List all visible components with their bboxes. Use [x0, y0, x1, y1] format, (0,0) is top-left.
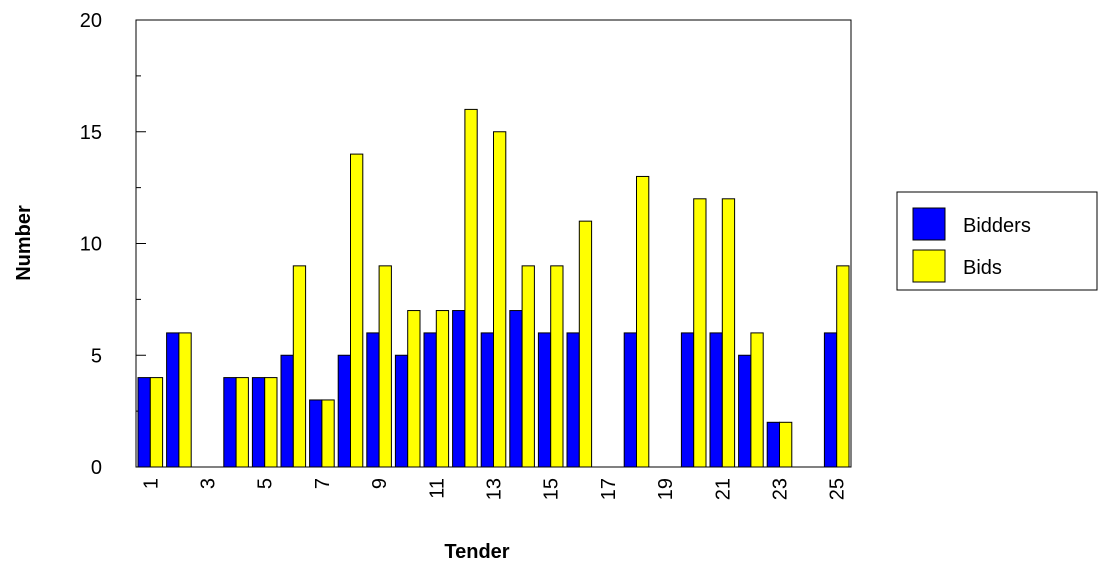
x-tick-label: 19 — [655, 478, 677, 500]
bar — [464, 108, 478, 468]
bar — [693, 198, 707, 468]
x-tick-label: 17 — [598, 478, 620, 500]
x-tick-label: 13 — [484, 478, 506, 500]
x-tick-label: 15 — [541, 478, 563, 500]
bar — [709, 332, 723, 468]
bar — [321, 399, 335, 468]
y-tick-label: 5 — [91, 345, 102, 367]
bar — [378, 265, 392, 468]
bar — [836, 265, 850, 468]
bar — [292, 265, 307, 468]
x-tick-label: 7 — [312, 478, 334, 489]
x-tick-label: 11 — [426, 478, 448, 499]
bar — [566, 332, 580, 468]
bar — [550, 265, 564, 468]
bar — [435, 310, 450, 468]
bar — [766, 421, 781, 468]
bar — [350, 153, 364, 468]
bar — [480, 332, 495, 468]
bar — [407, 310, 421, 468]
bar — [251, 377, 266, 468]
bar — [623, 332, 638, 468]
bar — [423, 332, 437, 468]
bar — [149, 377, 164, 468]
bar — [337, 354, 352, 468]
y-axis-title: Number — [13, 205, 35, 281]
bar — [223, 377, 237, 468]
y-tick-label: 15 — [80, 122, 102, 144]
bar — [264, 377, 278, 468]
x-tick-label: 3 — [198, 478, 220, 489]
bar — [578, 220, 593, 468]
x-tick-label: 5 — [255, 478, 277, 489]
x-tick-label: 23 — [770, 478, 792, 500]
bar — [721, 198, 736, 468]
x-axis-title: Tender — [444, 541, 509, 563]
x-tick-label: 9 — [369, 478, 391, 489]
legend-swatch — [912, 207, 946, 241]
bar — [680, 332, 695, 468]
bar — [779, 421, 793, 468]
bar — [521, 265, 535, 468]
bar — [509, 310, 523, 468]
legend-swatch — [912, 249, 946, 283]
bar — [823, 332, 838, 468]
bar — [166, 332, 180, 468]
bar — [750, 332, 764, 468]
bar — [280, 354, 294, 468]
y-tick-label: 10 — [80, 234, 102, 256]
bar — [394, 354, 409, 468]
bar — [636, 175, 650, 468]
bar — [452, 310, 466, 468]
y-tick-label: 0 — [91, 457, 102, 479]
x-tick-label: 1 — [140, 478, 162, 489]
y-tick-label: 20 — [80, 10, 102, 32]
x-tick-label: 21 — [712, 478, 734, 500]
bar — [137, 377, 151, 468]
bar — [493, 131, 507, 468]
bar — [738, 354, 752, 468]
x-tick-label: 25 — [827, 478, 849, 500]
bar — [178, 332, 192, 468]
bar — [309, 399, 323, 468]
plot-frame — [135, 19, 852, 468]
legend-label: Bids — [963, 257, 1002, 279]
legend-label: Bidders — [963, 215, 1031, 237]
bar — [366, 332, 380, 468]
bar — [537, 332, 552, 468]
bar — [235, 377, 249, 468]
